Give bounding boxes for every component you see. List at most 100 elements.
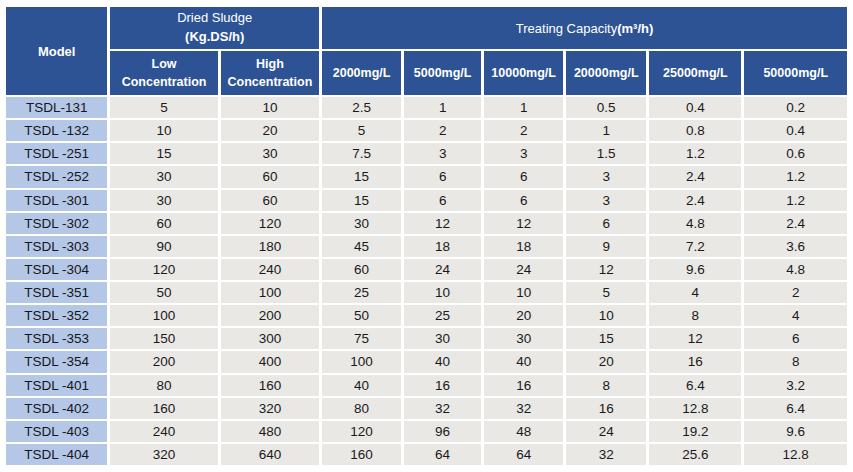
capacity-cell: 9 (566, 236, 646, 257)
capacity-cell: 10 (404, 282, 481, 303)
table-row: TSDL -301 30 60 15 6 6 3 2.4 1.2 (6, 190, 847, 211)
high-concentration-cell: 640 (221, 444, 319, 465)
model-cell: TSDL -301 (6, 190, 107, 211)
high-concentration-cell: 10 (221, 97, 319, 118)
capacity-cell: 2.4 (649, 166, 741, 187)
high-concentration-cell: 60 (221, 166, 319, 187)
column-header-low-concentration: Low Concentration (110, 51, 217, 95)
high-label-line2: Concentration (228, 75, 313, 89)
capacity-cell: 24 (566, 421, 646, 442)
capacity-cell: 16 (566, 398, 646, 419)
high-concentration-cell: 320 (221, 398, 319, 419)
capacity-cell: 6 (484, 166, 563, 187)
column-header-high-concentration: High Concentration (221, 51, 319, 95)
sludge-capacity-spec-sheet: Model Dried Sludge (Kg.DS/h) Treating Ca… (0, 0, 853, 472)
low-label-line1: Low (152, 57, 177, 71)
capacity-cell: 15 (322, 190, 401, 211)
low-concentration-cell: 50 (110, 282, 217, 303)
capacity-cell: 0.4 (649, 97, 741, 118)
column-header-10000mgl: 10000mg/L (484, 51, 563, 95)
capacity-cell: 15 (566, 328, 646, 349)
capacity-cell: 6 (744, 328, 847, 349)
table-row: TSDL -353 150 300 75 30 30 15 12 6 (6, 328, 847, 349)
capacity-cell: 0.5 (566, 97, 646, 118)
capacity-cell: 12.8 (744, 444, 847, 465)
capacity-cell: 8 (649, 305, 741, 326)
model-cell: TSDL-131 (6, 97, 107, 118)
model-cell: TSDL -353 (6, 328, 107, 349)
capacity-cell: 8 (566, 375, 646, 396)
capacity-cell: 96 (404, 421, 481, 442)
capacity-cell: 25 (322, 282, 401, 303)
capacity-cell: 2.4 (649, 190, 741, 211)
high-concentration-cell: 400 (221, 351, 319, 372)
table-row: TSDL -352 100 200 50 25 20 10 8 4 (6, 305, 847, 326)
capacity-cell: 32 (566, 444, 646, 465)
column-group-treating-capacity: Treating Capacity(m³/h) (322, 7, 847, 49)
low-concentration-cell: 240 (110, 421, 217, 442)
capacity-cell: 18 (484, 236, 563, 257)
capacity-cell: 50 (322, 305, 401, 326)
capacity-cell: 2 (484, 120, 563, 141)
high-concentration-cell: 160 (221, 375, 319, 396)
treating-capacity-title: Treating Capacity (516, 21, 617, 36)
high-concentration-cell: 300 (221, 328, 319, 349)
capacity-cell: 1.2 (744, 190, 847, 211)
low-label-line2: Concentration (122, 75, 207, 89)
dried-sludge-unit: (Kg.DS/h) (185, 29, 244, 44)
model-cell: TSDL -401 (6, 375, 107, 396)
model-cell: TSDL -403 (6, 421, 107, 442)
table-body: TSDL-131 5 10 2.5 1 1 0.5 0.4 0.2 TSDL -… (6, 97, 847, 465)
table-row: TSDL -351 50 100 25 10 10 5 4 2 (6, 282, 847, 303)
capacity-cell: 40 (484, 351, 563, 372)
column-header-20000mgl: 20000mg/L (566, 51, 646, 95)
capacity-cell: 4.8 (649, 213, 741, 234)
capacity-cell: 30 (484, 328, 563, 349)
capacity-cell: 16 (404, 375, 481, 396)
low-concentration-cell: 100 (110, 305, 217, 326)
dried-sludge-title: Dried Sludge (177, 10, 252, 25)
high-concentration-cell: 200 (221, 305, 319, 326)
high-concentration-cell: 480 (221, 421, 319, 442)
capacity-cell: 12 (484, 213, 563, 234)
capacity-cell: 2.4 (744, 213, 847, 234)
treating-capacity-unit: (m³/h) (617, 21, 653, 36)
capacity-cell: 4 (649, 282, 741, 303)
capacity-cell: 3 (566, 166, 646, 187)
capacity-cell: 18 (404, 236, 481, 257)
column-header-2000mgl: 2000mg/L (322, 51, 401, 95)
table-row: TSDL -304 120 240 60 24 24 12 9.6 4.8 (6, 259, 847, 280)
capacity-cell: 10 (566, 305, 646, 326)
capacity-cell: 40 (322, 375, 401, 396)
high-concentration-cell: 120 (221, 213, 319, 234)
table-row: TSDL -354 200 400 100 40 40 20 16 8 (6, 351, 847, 372)
capacity-cell: 20 (484, 305, 563, 326)
capacity-cell: 8 (744, 351, 847, 372)
capacity-cell: 64 (484, 444, 563, 465)
capacity-cell: 160 (322, 444, 401, 465)
table-row: TSDL -401 80 160 40 16 16 8 6.4 3.2 (6, 375, 847, 396)
capacity-cell: 3 (566, 190, 646, 211)
capacity-cell: 0.2 (744, 97, 847, 118)
model-cell: TSDL -402 (6, 398, 107, 419)
capacity-cell: 32 (484, 398, 563, 419)
column-header-25000mgl: 25000mg/L (649, 51, 741, 95)
capacity-cell: 80 (322, 398, 401, 419)
capacity-cell: 1.2 (649, 143, 741, 164)
capacity-cell: 75 (322, 328, 401, 349)
capacity-cell: 24 (404, 259, 481, 280)
capacity-cell: 15 (322, 166, 401, 187)
model-cell: TSDL -132 (6, 120, 107, 141)
capacity-cell: 2.5 (322, 97, 401, 118)
capacity-cell: 12 (404, 213, 481, 234)
capacity-cell: 2 (404, 120, 481, 141)
capacity-cell: 5 (566, 282, 646, 303)
low-concentration-cell: 160 (110, 398, 217, 419)
capacity-cell: 6 (404, 166, 481, 187)
model-cell: TSDL -252 (6, 166, 107, 187)
high-concentration-cell: 20 (221, 120, 319, 141)
table-row: TSDL -252 30 60 15 6 6 3 2.4 1.2 (6, 166, 847, 187)
capacity-cell: 120 (322, 421, 401, 442)
column-header-5000mgl: 5000mg/L (404, 51, 481, 95)
capacity-cell: 0.4 (744, 120, 847, 141)
